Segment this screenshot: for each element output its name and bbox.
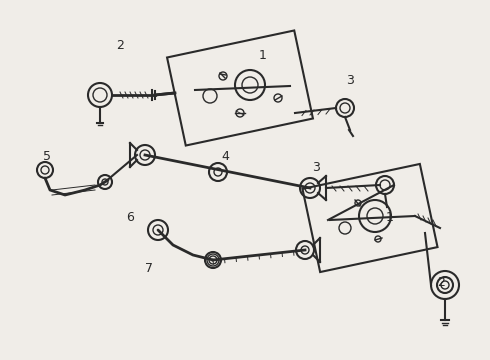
Text: 4: 4 xyxy=(221,150,229,163)
Text: 5: 5 xyxy=(43,150,50,163)
Text: 3: 3 xyxy=(346,75,354,87)
Text: 2: 2 xyxy=(437,276,445,289)
Text: 7: 7 xyxy=(146,262,153,275)
Text: 6: 6 xyxy=(126,211,134,224)
Text: 3: 3 xyxy=(312,161,320,174)
Text: 2: 2 xyxy=(116,39,124,51)
Text: 1: 1 xyxy=(386,211,393,224)
Text: 1: 1 xyxy=(258,49,266,62)
